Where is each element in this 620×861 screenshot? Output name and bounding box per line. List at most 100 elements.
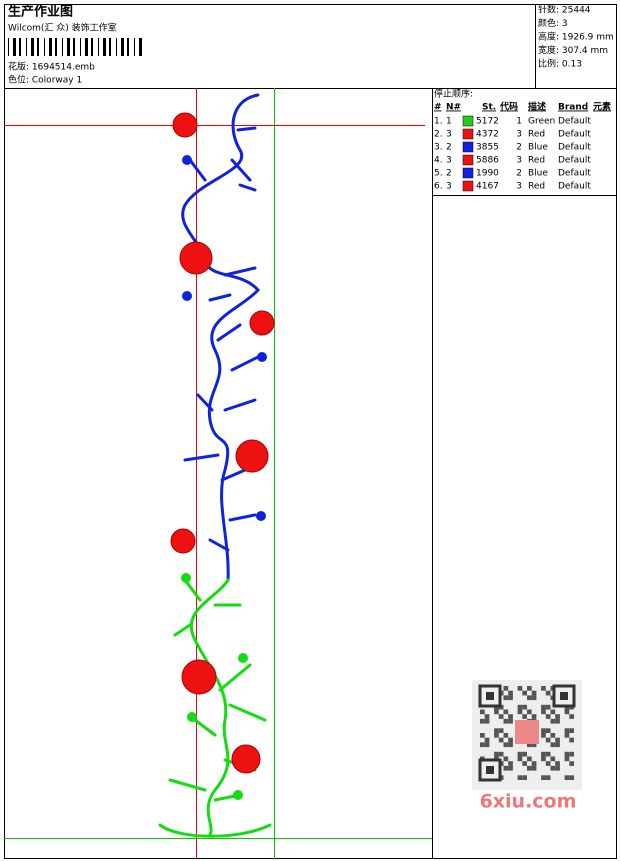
bar [121,38,124,56]
row-brand: Default [558,117,591,127]
qr-cell [503,742,509,748]
qr-cell [503,756,509,762]
row-index: 4. [434,156,443,166]
blue-vine [181,93,264,582]
bar [55,38,57,56]
qr-cell [564,709,570,715]
qr-cell [480,733,485,738]
qr-cell [564,728,570,733]
row-needle: 2 [446,143,452,153]
bar [37,38,39,56]
qr-cell [545,751,551,757]
qr-cell [527,756,532,762]
qr-cell [541,686,546,691]
qr-cell [550,756,556,762]
row-stitches: 3855 [476,143,499,153]
bar [103,38,106,56]
qr-cell [541,733,546,738]
info-line: 宽度: 307.4 mm [538,44,608,56]
design [4,88,432,859]
title: 生产作业图 [8,4,73,20]
row-needle: 3 [446,182,452,192]
qr-cell [498,751,504,757]
qr-cell [541,775,546,780]
bar [31,38,34,56]
qr-cell [531,695,537,701]
row-code: 2 [516,169,522,179]
qr-cell [517,686,523,691]
column-header: # [434,103,442,113]
qr-cell [508,737,513,743]
color-swatch [462,180,474,192]
qr-cell [555,737,560,743]
qr-logo [515,720,539,744]
row-needle: 2 [446,169,452,179]
qr-cell [545,714,551,719]
qr-cell [503,733,509,738]
bar [67,38,70,56]
row-index: 1. [434,117,443,127]
qr-cell [527,742,532,748]
bar [62,38,63,56]
qr-cell [531,714,537,719]
qr-cell [498,737,504,743]
qr-cell [503,695,509,701]
qr-cell [503,718,509,724]
qr-cell [498,714,504,719]
bar [98,38,99,56]
qr-cell [494,709,499,715]
qr-cell [569,737,574,743]
qr-cell [550,765,556,771]
qr-cell [541,751,546,757]
qr-cell [508,765,513,771]
qr-cell [569,751,574,757]
row-index: 5. [434,169,443,179]
info-line: 针数: 25444 [538,4,591,16]
qr-cell [522,690,527,696]
bar [127,38,129,56]
qr-cell [569,775,574,780]
qr-cell [494,728,499,733]
row-index: 3. [434,143,443,153]
qr-cell [517,709,523,715]
bar [116,38,117,56]
qr-cell [545,737,551,743]
row-brand: Default [558,130,591,140]
row-code: 3 [516,156,522,166]
row-description: Green [528,117,555,127]
qr-cell [550,733,556,738]
column-header: 描述 [528,101,546,113]
color-swatch [462,167,474,179]
qr-cell [541,728,546,733]
bar [139,38,142,56]
color-swatch [462,154,474,166]
info-line: 高度: 1926.9 mm [538,31,614,43]
qr-cell [527,686,532,691]
qr-cell [555,761,560,766]
qr-cell [550,718,556,724]
qr-cell [527,709,532,715]
row-stitches: 4167 [476,182,499,192]
row-description: Red [528,156,545,166]
qr-finder [560,692,568,700]
qr-cell [508,718,513,724]
bar [13,38,16,56]
qr-cell [541,709,546,715]
bar [19,38,21,56]
qr-cell [494,733,499,738]
stop-table: 停止顺序:# N# St. 代码 描述 Brand 元素1. 1 5172 1 Green Defau… [434,88,611,192]
qr-cell [541,756,546,762]
barcode [8,38,142,56]
column-header: 元素 [593,101,611,113]
row-description: Blue [528,169,548,179]
qr-cell [564,733,570,738]
qr-cell [503,765,509,771]
qr-cell [517,775,523,780]
row-brand: Default [558,169,591,179]
qr-cell [508,714,513,719]
row-description: Red [528,130,545,140]
bar [49,38,52,56]
color-swatch [462,128,474,140]
